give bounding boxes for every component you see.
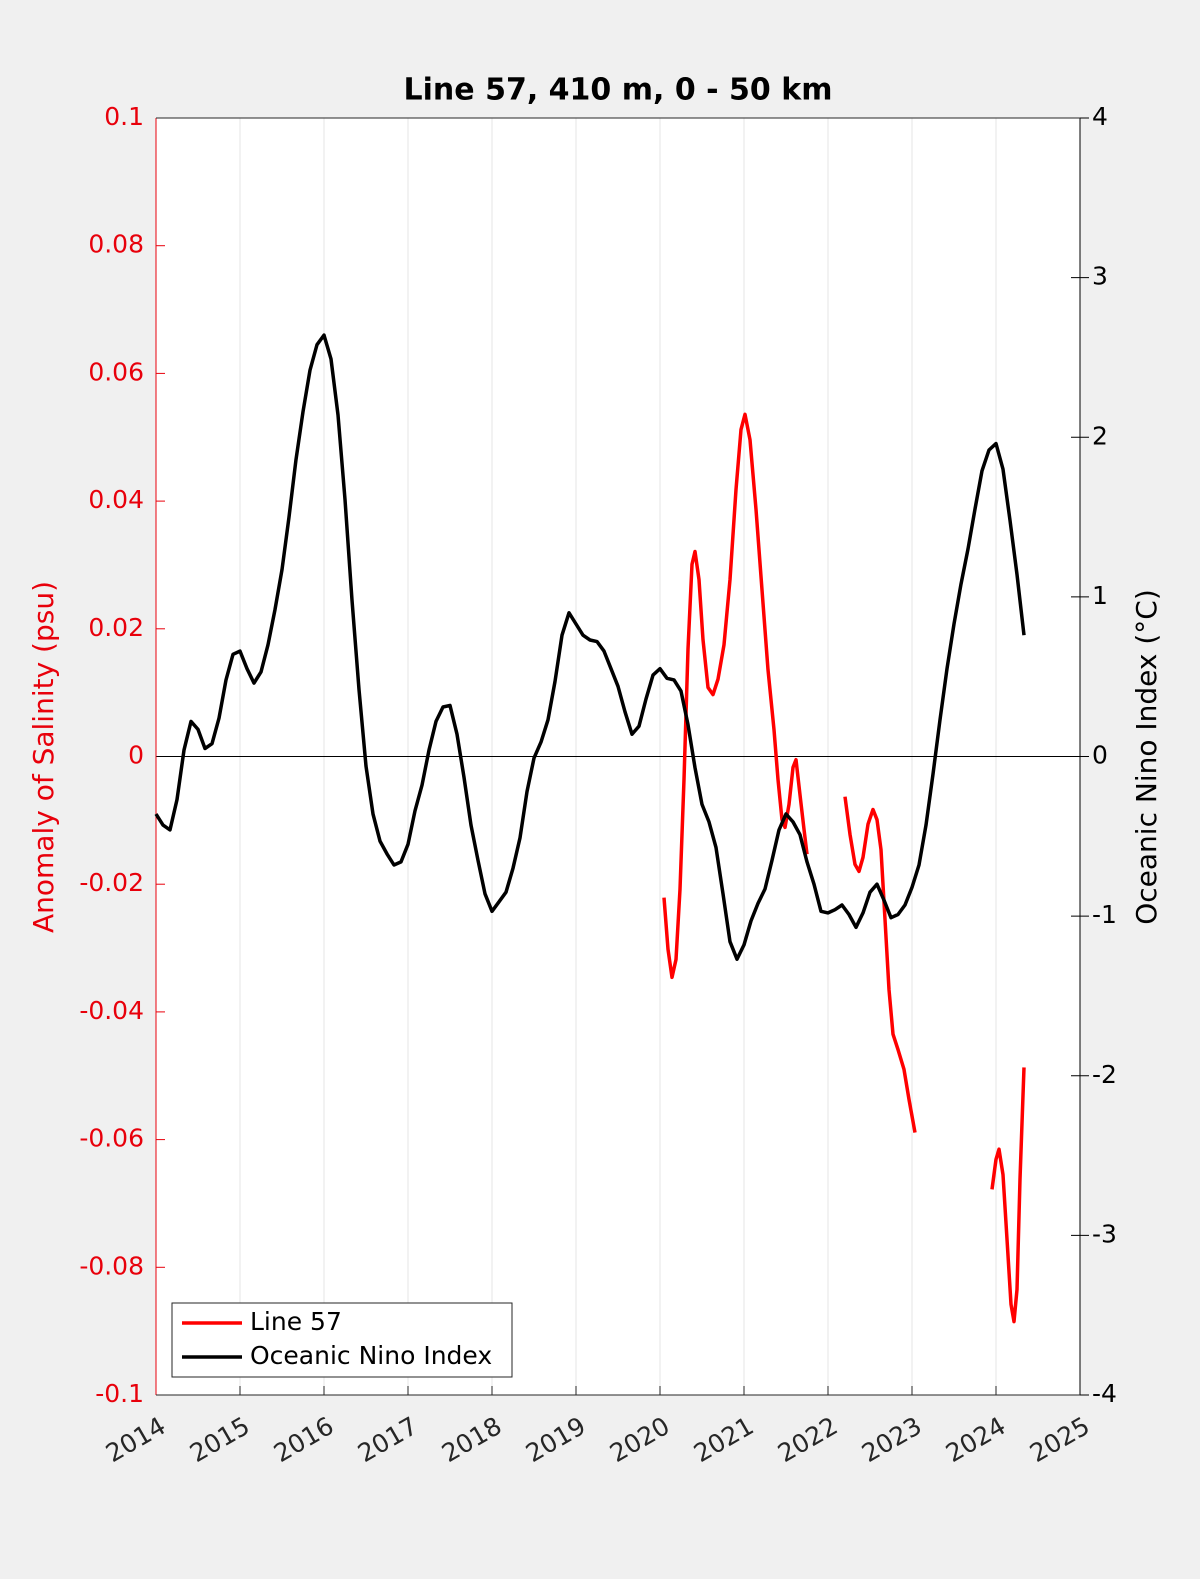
y2-tick-label: 4 [1092,102,1108,131]
y-tick-label: 0.06 [88,357,144,386]
y-tick-label: -0.1 [95,1379,144,1408]
legend-label: Oceanic Nino Index [250,1341,492,1370]
y-tick-label: -0.08 [79,1251,144,1280]
y-tick-label: 0.08 [88,230,144,259]
y-tick-label: 0 [128,741,144,770]
y2-tick-label: -4 [1092,1379,1117,1408]
y2-tick-label: -2 [1092,1060,1117,1089]
y2-tick-label: 1 [1092,581,1108,610]
y2-axis-label: Oceanic Nino Index (°C) [1130,589,1163,925]
y-tick-label: 0.04 [88,485,144,514]
y2-tick-label: 3 [1092,262,1108,291]
y-axis-label: Anomaly of Salinity (psu) [27,581,60,933]
y2-tick-label: 0 [1092,741,1108,770]
legend-label: Line 57 [250,1307,342,1336]
y-tick-label: 0.1 [104,102,144,131]
y-tick-label: -0.04 [79,996,144,1025]
y-tick-label: -0.02 [79,868,144,897]
y2-tick-label: 2 [1092,421,1108,450]
y2-tick-label: -3 [1092,1219,1117,1248]
y-tick-label: 0.02 [88,613,144,642]
y2-tick-label: -1 [1092,900,1117,929]
legend-box [171,1302,513,1378]
series-line [662,412,1026,1324]
series-line [154,333,1026,961]
chart-title: Line 57, 410 m, 0 - 50 km [404,73,833,108]
y-tick-label: -0.06 [79,1124,144,1153]
